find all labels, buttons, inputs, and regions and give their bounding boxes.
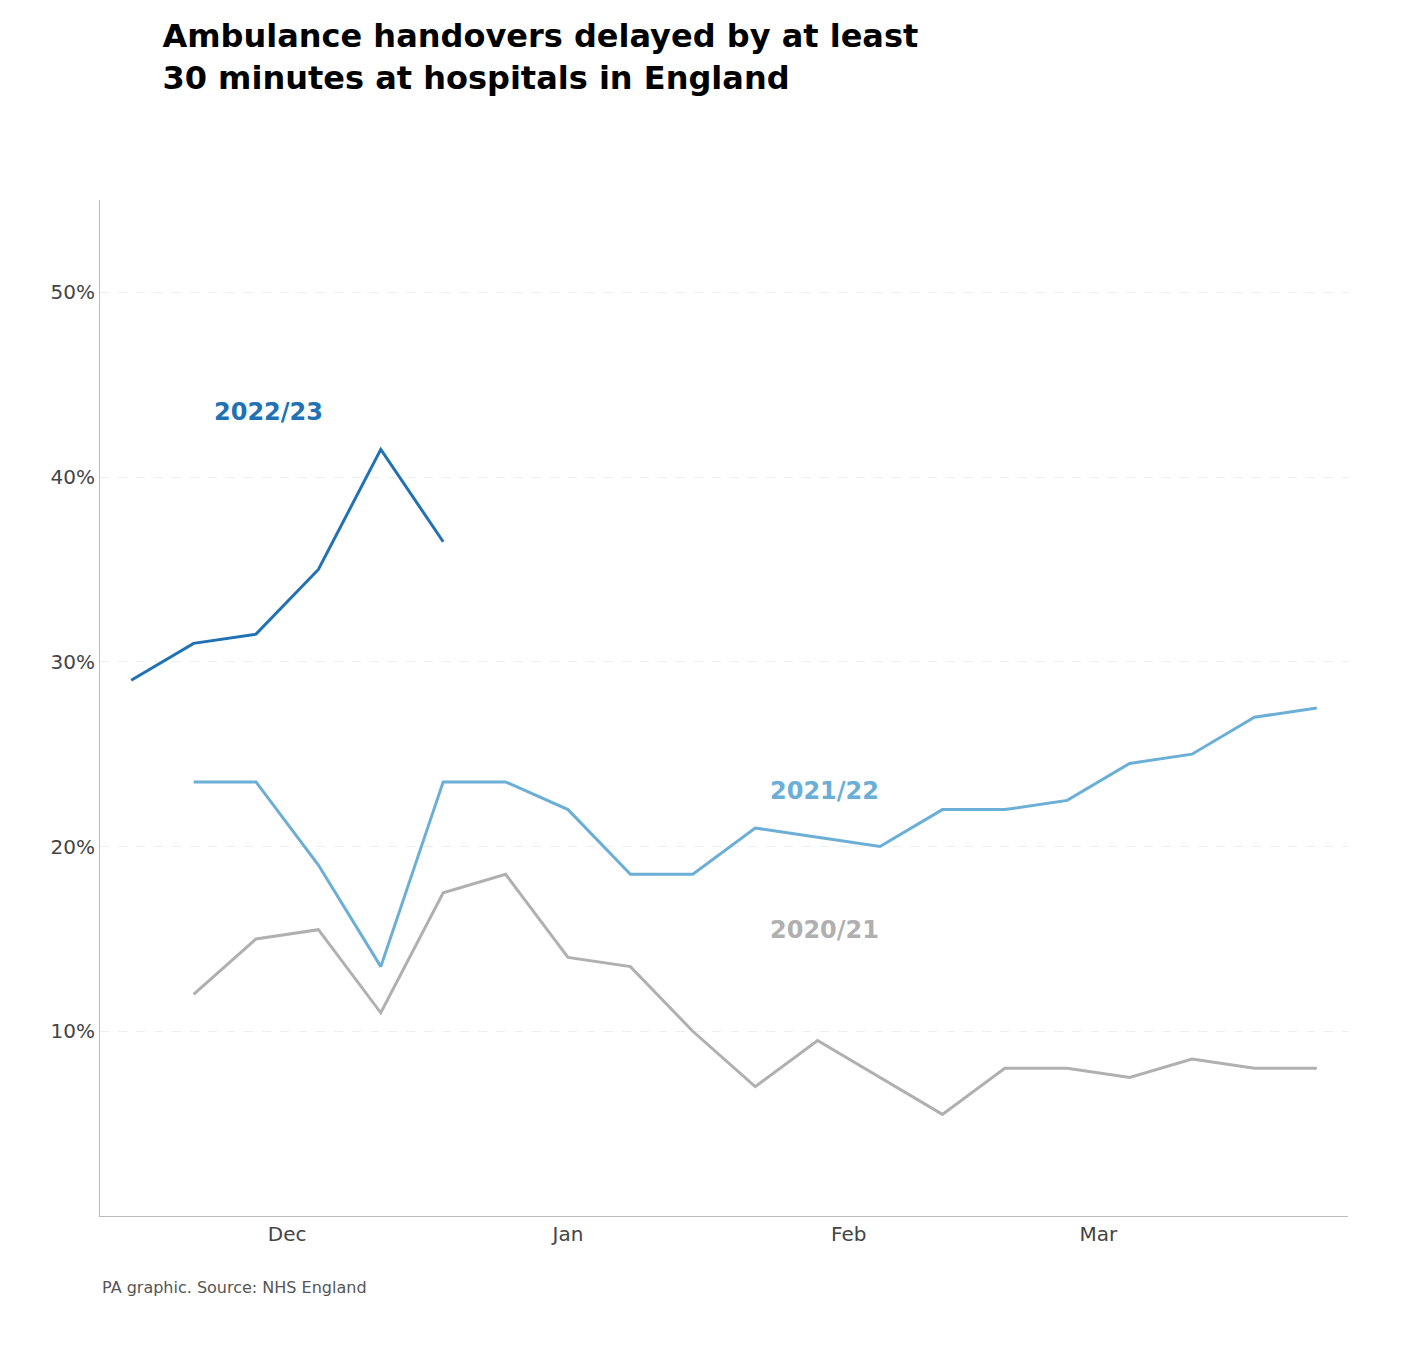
svg-text:50%: 50% (51, 280, 95, 304)
svg-text:30%: 30% (51, 650, 95, 674)
svg-text:2020/21: 2020/21 (770, 916, 879, 944)
svg-text:Dec: Dec (268, 1222, 307, 1246)
svg-text:20%: 20% (51, 835, 95, 859)
svg-text:Mar: Mar (1080, 1222, 1119, 1246)
svg-text:Jan: Jan (551, 1222, 584, 1246)
svg-text:10%: 10% (51, 1019, 95, 1043)
svg-text:Ambulance handovers delayed by: Ambulance handovers delayed by at least3… (162, 17, 918, 97)
svg-text:PA graphic. Source: NHS Englan: PA graphic. Source: NHS England (102, 1278, 367, 1297)
svg-text:Feb: Feb (831, 1222, 866, 1246)
svg-text:2021/22: 2021/22 (770, 777, 879, 805)
svg-text:2022/23: 2022/23 (214, 398, 323, 426)
svg-text:40%: 40% (51, 465, 95, 489)
